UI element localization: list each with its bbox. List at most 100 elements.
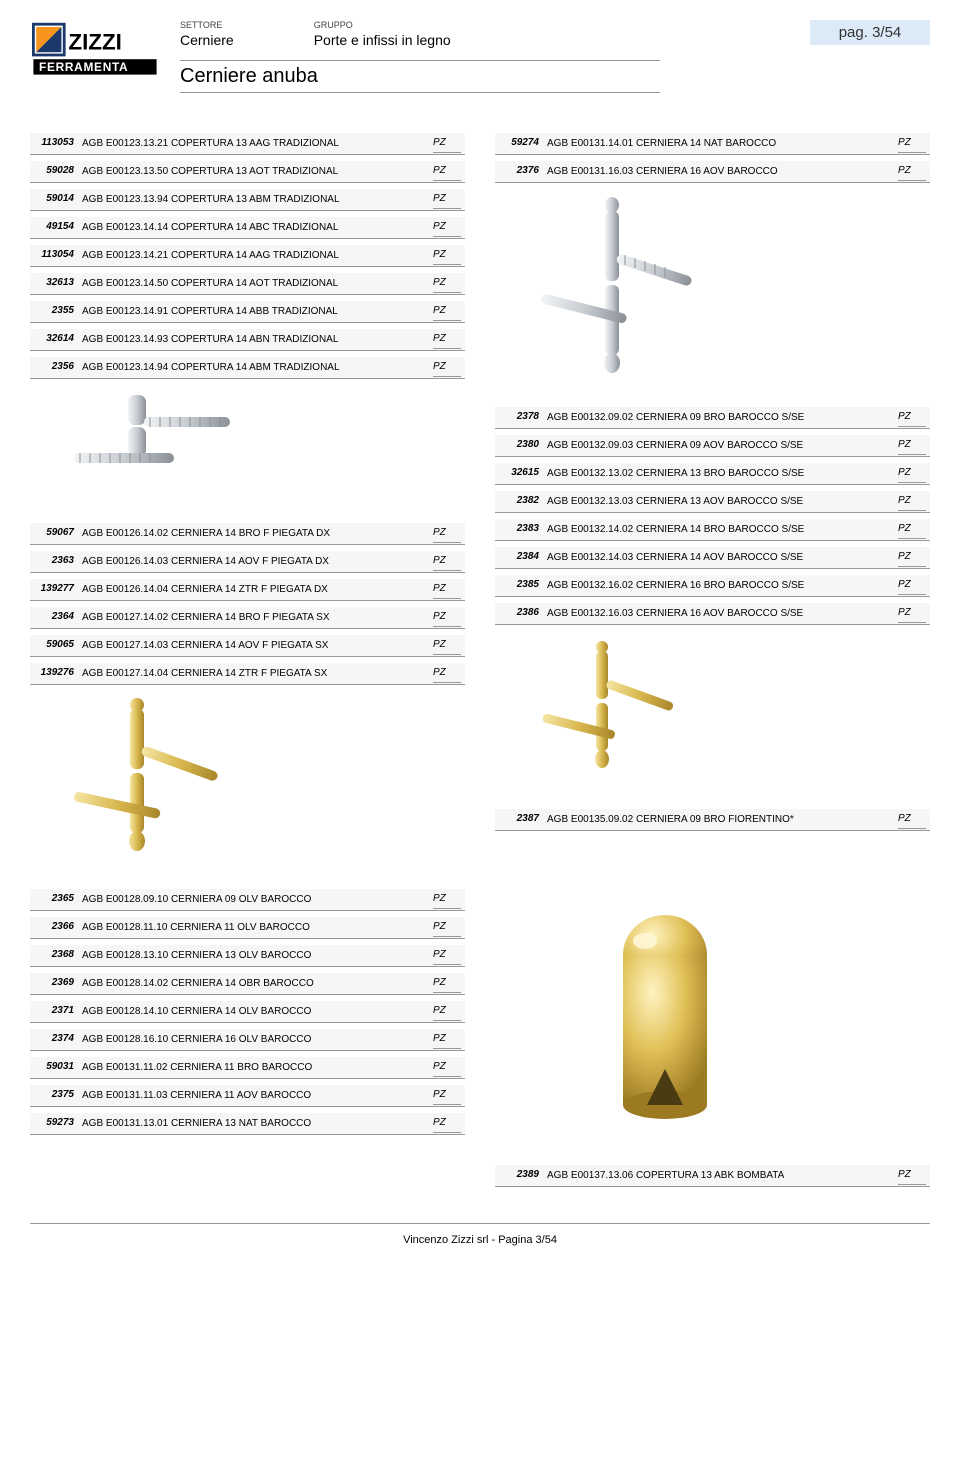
- cap-gold-image: [495, 911, 930, 1151]
- item-unit: PZ: [898, 523, 926, 539]
- catalog-item-row: 2365AGB E00128.09.10 CERNIERA 09 OLV BAR…: [30, 889, 465, 911]
- item-unit: PZ: [433, 249, 461, 265]
- catalog-item-row: 2355AGB E00123.14.91 COPERTURA 14 ABB TR…: [30, 301, 465, 323]
- catalog-item-row: 2376AGB E00131.16.03 CERNIERA 16 AOV BAR…: [495, 161, 930, 183]
- item-code: 59067: [34, 527, 82, 538]
- item-code: 59031: [34, 1061, 82, 1072]
- item-code: 2368: [34, 949, 82, 960]
- item-code: 2363: [34, 555, 82, 566]
- item-description: AGB E00131.16.03 CERNIERA 16 AOV BAROCCO: [547, 165, 898, 178]
- item-code: 2378: [499, 411, 547, 422]
- item-description: AGB E00132.13.03 CERNIERA 13 AOV BAROCCO…: [547, 495, 898, 508]
- settore-label: SETTORE: [180, 20, 234, 30]
- catalog-item-row: 139277AGB E00126.14.04 CERNIERA 14 ZTR F…: [30, 579, 465, 601]
- item-description: AGB E00123.14.91 COPERTURA 14 ABB TRADIZ…: [82, 305, 433, 318]
- page-badge: pag. 3/54: [810, 20, 930, 45]
- catalog-item-row: 2380AGB E00132.09.03 CERNIERA 09 AOV BAR…: [495, 435, 930, 457]
- item-code: 2384: [499, 551, 547, 562]
- catalog-item-row: 59014AGB E00123.13.94 COPERTURA 13 ABM T…: [30, 189, 465, 211]
- item-code: 2385: [499, 579, 547, 590]
- catalog-item-row: 2363AGB E00126.14.03 CERNIERA 14 AOV F P…: [30, 551, 465, 573]
- item-description: AGB E00128.13.10 CERNIERA 13 OLV BAROCCO: [82, 949, 433, 962]
- gruppo-value: Porte e infissi in legno: [314, 32, 451, 48]
- gruppo-block: GRUPPO Porte e infissi in legno: [314, 20, 451, 48]
- catalog-item-row: 2389AGB E00137.13.06 COPERTURA 13 ABK BO…: [495, 1165, 930, 1187]
- page-footer: Vincenzo Zizzi srl - Pagina 3/54: [30, 1223, 930, 1246]
- item-description: AGB E00132.14.03 CERNIERA 14 AOV BAROCCO…: [547, 551, 898, 564]
- item-unit: PZ: [898, 579, 926, 595]
- item-unit: PZ: [433, 1033, 461, 1049]
- item-code: 2380: [499, 439, 547, 450]
- item-unit: PZ: [433, 555, 461, 571]
- catalog-item-row: 32613AGB E00123.14.50 COPERTURA 14 AOT T…: [30, 273, 465, 295]
- item-unit: PZ: [898, 137, 926, 153]
- item-unit: PZ: [433, 583, 461, 599]
- left-block-3: 2365AGB E00128.09.10 CERNIERA 09 OLV BAR…: [30, 889, 465, 1135]
- item-code: 139277: [34, 583, 82, 594]
- item-description: AGB E00126.14.03 CERNIERA 14 AOV F PIEGA…: [82, 555, 433, 568]
- item-description: AGB E00132.16.02 CERNIERA 16 BRO BAROCCO…: [547, 579, 898, 592]
- item-description: AGB E00123.13.50 COPERTURA 13 AOT TRADIZ…: [82, 165, 433, 178]
- right-block-3: 2387AGB E00135.09.02 CERNIERA 09 BRO FIO…: [495, 809, 930, 831]
- catalog-item-row: 113054AGB E00123.14.21 COPERTURA 14 AAG …: [30, 245, 465, 267]
- item-description: AGB E00127.14.04 CERNIERA 14 ZTR F PIEGA…: [82, 667, 433, 680]
- hinge-chrome-image: [30, 389, 465, 509]
- hinge-gold-barocco-image: [30, 695, 465, 875]
- group-title: Cerniere anuba: [180, 60, 660, 93]
- item-code: 32615: [499, 467, 547, 478]
- item-code: 2356: [34, 361, 82, 372]
- item-description: AGB E00132.16.03 CERNIERA 16 AOV BAROCCO…: [547, 607, 898, 620]
- item-description: AGB E00128.14.02 CERNIERA 14 OBR BAROCCO: [82, 977, 433, 990]
- catalog-item-row: 139276AGB E00127.14.04 CERNIERA 14 ZTR F…: [30, 663, 465, 685]
- right-block-2: 2378AGB E00132.09.02 CERNIERA 09 BRO BAR…: [495, 407, 930, 625]
- catalog-item-row: 59274AGB E00131.14.01 CERNIERA 14 NAT BA…: [495, 133, 930, 155]
- hinge-gold-small-image: [495, 635, 930, 795]
- item-code: 59014: [34, 193, 82, 204]
- settore-block: SETTORE Cerniere: [180, 20, 234, 48]
- item-unit: PZ: [433, 333, 461, 349]
- item-description: AGB E00127.14.03 CERNIERA 14 AOV F PIEGA…: [82, 639, 433, 652]
- item-code: 2366: [34, 921, 82, 932]
- item-unit: PZ: [898, 813, 926, 829]
- item-description: AGB E00131.14.01 CERNIERA 14 NAT BAROCCO: [547, 137, 898, 150]
- item-description: AGB E00123.13.21 COPERTURA 13 AAG TRADIZ…: [82, 137, 433, 150]
- item-code: 49154: [34, 221, 82, 232]
- item-description: AGB E00132.13.02 CERNIERA 13 BRO BAROCCO…: [547, 467, 898, 480]
- catalog-item-row: 2386AGB E00132.16.03 CERNIERA 16 AOV BAR…: [495, 603, 930, 625]
- item-unit: PZ: [898, 467, 926, 483]
- catalog-item-row: 2385AGB E00132.16.02 CERNIERA 16 BRO BAR…: [495, 575, 930, 597]
- catalog-item-row: 59067AGB E00126.14.02 CERNIERA 14 BRO F …: [30, 523, 465, 545]
- item-description: AGB E00128.11.10 CERNIERA 11 OLV BAROCCO: [82, 921, 433, 934]
- item-code: 2371: [34, 1005, 82, 1016]
- header-meta: SETTORE Cerniere GRUPPO Porte e infissi …: [180, 20, 790, 93]
- item-description: AGB E00128.16.10 CERNIERA 16 OLV BAROCCO: [82, 1033, 433, 1046]
- item-description: AGB E00127.14.02 CERNIERA 14 BRO F PIEGA…: [82, 611, 433, 624]
- item-description: AGB E00132.09.02 CERNIERA 09 BRO BAROCCO…: [547, 411, 898, 424]
- item-code: 59065: [34, 639, 82, 650]
- item-unit: PZ: [433, 667, 461, 683]
- item-unit: PZ: [433, 611, 461, 627]
- item-code: 59274: [499, 137, 547, 148]
- catalog-item-row: 32615AGB E00132.13.02 CERNIERA 13 BRO BA…: [495, 463, 930, 485]
- catalog-item-row: 2368AGB E00128.13.10 CERNIERA 13 OLV BAR…: [30, 945, 465, 967]
- catalog-item-row: 2366AGB E00128.11.10 CERNIERA 11 OLV BAR…: [30, 917, 465, 939]
- catalog-item-row: 2375AGB E00131.11.03 CERNIERA 11 AOV BAR…: [30, 1085, 465, 1107]
- item-description: AGB E00126.14.02 CERNIERA 14 BRO F PIEGA…: [82, 527, 433, 540]
- item-code: 139276: [34, 667, 82, 678]
- left-block-1: 113053AGB E00123.13.21 COPERTURA 13 AAG …: [30, 133, 465, 379]
- catalog-item-row: 49154AGB E00123.14.14 COPERTURA 14 ABC T…: [30, 217, 465, 239]
- left-block-2: 59067AGB E00126.14.02 CERNIERA 14 BRO F …: [30, 523, 465, 685]
- catalog-item-row: 2369AGB E00128.14.02 CERNIERA 14 OBR BAR…: [30, 973, 465, 995]
- item-description: AGB E00126.14.04 CERNIERA 14 ZTR F PIEGA…: [82, 583, 433, 596]
- item-unit: PZ: [433, 1089, 461, 1105]
- item-code: 2386: [499, 607, 547, 618]
- item-code: 2374: [34, 1033, 82, 1044]
- item-code: 2369: [34, 977, 82, 988]
- item-description: AGB E00123.14.14 COPERTURA 14 ABC TRADIZ…: [82, 221, 433, 234]
- item-code: 32613: [34, 277, 82, 288]
- svg-text:FERRAMENTA: FERRAMENTA: [39, 60, 128, 74]
- meta-row: SETTORE Cerniere GRUPPO Porte e infissi …: [180, 20, 790, 48]
- catalog-item-row: 2382AGB E00132.13.03 CERNIERA 13 AOV BAR…: [495, 491, 930, 513]
- brand-logo: ZIZZI FERRAMENTA: [30, 20, 160, 90]
- catalog-item-row: 2383AGB E00132.14.02 CERNIERA 14 BRO BAR…: [495, 519, 930, 541]
